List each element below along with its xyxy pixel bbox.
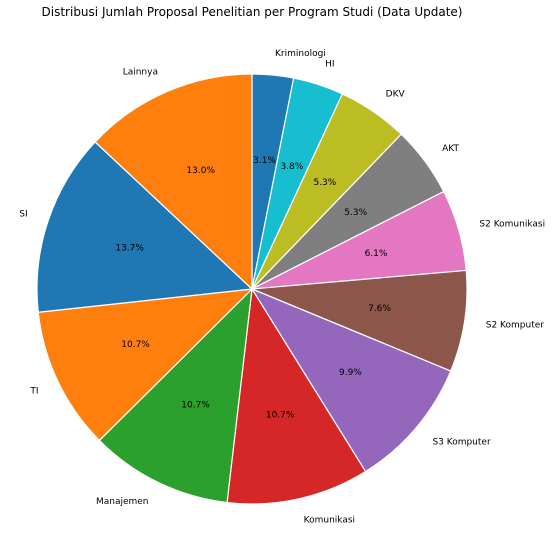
- percent-label-si: 13.7%: [115, 244, 144, 254]
- category-label-lainnya: Lainnya: [123, 67, 158, 77]
- percent-label-hi: 3.8%: [280, 162, 303, 172]
- category-label-akt: AKT: [442, 144, 459, 154]
- pie-slice-ti: [37, 288, 254, 442]
- pie-slices: [36, 73, 468, 505]
- pie-slice-lainnya: [94, 73, 253, 291]
- percent-label-lainnya: 13.0%: [186, 166, 215, 176]
- category-label-dkv: DKV: [386, 89, 406, 99]
- pie-slice-manajemen: [98, 287, 253, 504]
- percent-label-kriminologi: 3.1%: [253, 156, 276, 166]
- pie-slice-komunikasi: [226, 287, 367, 505]
- percent-label-s2-komputer: 7.6%: [368, 304, 391, 314]
- percent-label-manajemen: 10.7%: [181, 400, 210, 410]
- category-label-manajemen: Manajemen: [96, 497, 149, 507]
- percent-label-s3-komputer: 9.9%: [339, 368, 362, 378]
- percent-labels: 3.1% 3.8% 5.3% 5.3% 6.1% 7.6% 9.9% 10.7% 10.7% 10…: [115, 156, 391, 420]
- category-label-ti: TI: [29, 386, 38, 396]
- pie-slice-si: [36, 141, 254, 313]
- category-label-s2-komputer: S2 Komputer: [486, 320, 545, 330]
- category-label-hi: HI: [325, 60, 334, 70]
- category-label-kriminologi: Kriminologi: [275, 49, 326, 59]
- pie-slice-s2-komputer: [251, 269, 468, 372]
- category-label-komunikasi: Komunikasi: [304, 515, 355, 525]
- category-label-s3-komputer: S3 Komputer: [432, 437, 491, 447]
- percent-label-dkv: 5.3%: [313, 178, 336, 188]
- percent-label-ti: 10.7%: [121, 340, 150, 350]
- chart-title: Distribusi Jumlah Proposal Penelitian pe…: [42, 5, 463, 19]
- percent-label-komunikasi: 10.7%: [266, 410, 295, 420]
- category-label-si: SI: [19, 210, 27, 220]
- percent-label-s2-komunikasi: 6.1%: [365, 249, 388, 259]
- pie-slice-s3-komputer: [250, 287, 452, 473]
- percent-label-akt: 5.3%: [344, 208, 367, 218]
- category-label-s2-komunikasi: S2 Komunikasi: [479, 220, 545, 230]
